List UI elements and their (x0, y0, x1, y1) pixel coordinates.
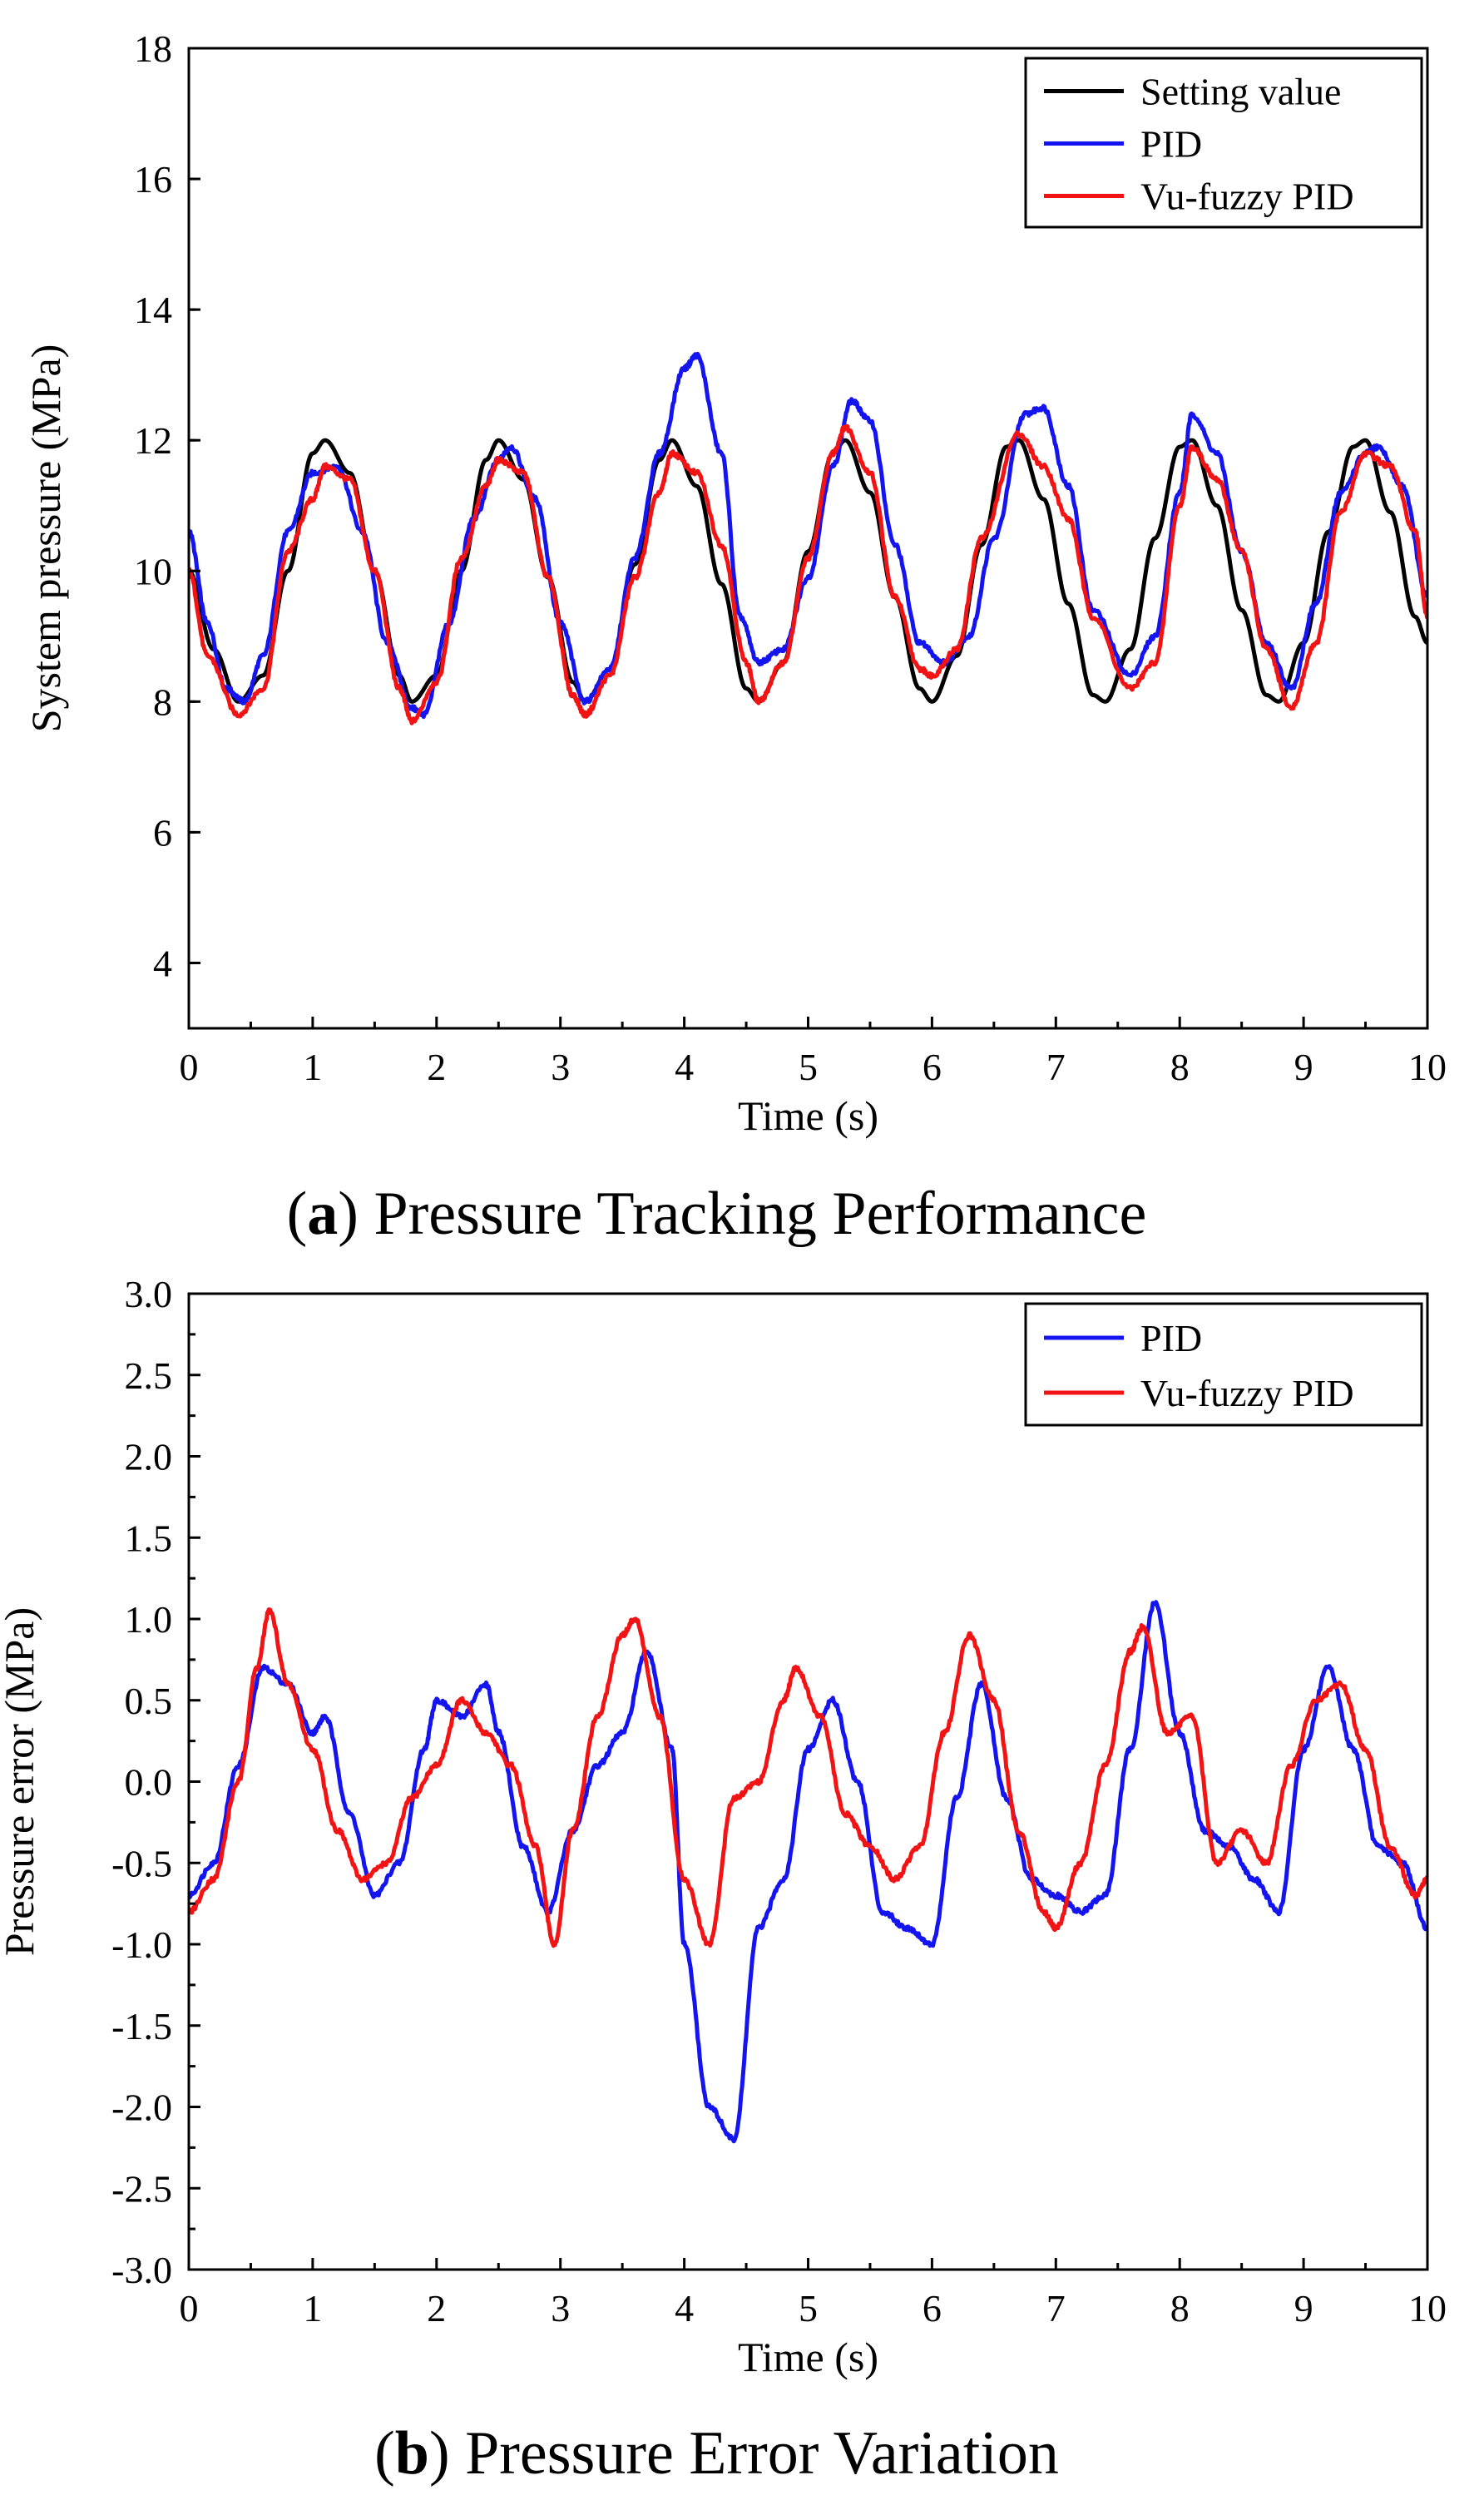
legend-label: Vu-fuzzy PID (1140, 1372, 1354, 1414)
x-tick-label: 8 (1170, 1046, 1190, 1088)
x-tick-label: 5 (799, 1046, 818, 1088)
series-line-vu-fuzzy-pid (189, 423, 1427, 725)
y-tick-label: 6 (153, 811, 172, 854)
y-tick-label: -2.0 (111, 2087, 172, 2129)
x-tick-label: 10 (1408, 2287, 1447, 2329)
legend-label: PID (1140, 123, 1202, 166)
y-axis-label: Pressure error (MPa) (0, 1607, 42, 1956)
x-tick-label: 8 (1170, 2287, 1190, 2329)
x-tick-label: 1 (303, 1046, 322, 1088)
legend-box (1024, 1302, 1423, 1427)
y-tick-label: -2.5 (111, 2167, 172, 2210)
legend: Setting value PID Vu-fuzzy PID (1024, 57, 1423, 229)
y-ticks: 4 6 8 10 12 14 16 18 (134, 27, 200, 984)
y-tick-label: 1.5 (125, 1517, 173, 1559)
legend-label: Vu-fuzzy PID (1140, 176, 1354, 218)
x-tick-label: 2 (427, 2287, 446, 2329)
y-tick-label: -1.0 (111, 1923, 172, 1966)
series-line-pid (189, 351, 1427, 720)
x-tick-label: 9 (1294, 2287, 1313, 2329)
x-tick-label: 7 (1046, 2287, 1066, 2329)
x-tick-label: 3 (551, 2287, 570, 2329)
x-tick-label: 7 (1046, 1046, 1066, 1088)
x-tick-label: 9 (1294, 1046, 1313, 1088)
y-axis-label: System pressure (MPa) (22, 344, 69, 733)
y-tick-label: 0.5 (125, 1680, 173, 1722)
y-tick-label: 10 (134, 550, 172, 592)
plot-area (189, 351, 1427, 725)
x-tick-label: 3 (551, 1046, 570, 1088)
y-tick-label: 2.0 (125, 1436, 173, 1478)
x-tick-label: 4 (675, 2287, 694, 2329)
y-tick-label: 1.0 (125, 1598, 173, 1641)
legend-label: PID (1140, 1317, 1202, 1359)
chart-b: 0 1 2 3 4 5 6 7 8 9 10 -3.0 -2.5 -2.0 -1.5 -1.0 -0.5 0.0 0… (0, 1273, 1447, 2488)
x-ticks: 0 1 2 3 4 5 6 7 8 9 10 (180, 2258, 1447, 2329)
y-tick-label: 3.0 (125, 1273, 173, 1315)
y-tick-label: -3.0 (111, 2249, 172, 2291)
y-tick-label: -0.5 (111, 1842, 172, 1884)
x-axis-label: Time (s) (738, 2334, 878, 2380)
y-ticks: -3.0 -2.5 -2.0 -1.5 -1.0 -0.5 0.0 0.5 1.0 1.5 2.0 2… (111, 1273, 200, 2291)
x-tick-label: 4 (675, 1046, 694, 1088)
legend: PID Vu-fuzzy PID (1024, 1302, 1423, 1427)
y-tick-label: 18 (134, 27, 172, 70)
legend-label: Setting value (1140, 71, 1341, 113)
y-tick-label: 0.0 (125, 1761, 173, 1804)
x-tick-label: 1 (303, 2287, 322, 2329)
series-line-vu-fuzzy-pid (189, 1607, 1427, 1948)
x-tick-label: 6 (923, 1046, 942, 1088)
plot-area (189, 1600, 1427, 2144)
figure-caption: (b) Pressure Error Variation (374, 2419, 1059, 2488)
y-tick-label: -1.5 (111, 2005, 172, 2047)
y-tick-label: 12 (134, 419, 172, 462)
x-tick-label: 2 (427, 1046, 446, 1088)
y-tick-label: 2.5 (125, 1354, 173, 1397)
figure-caption: (a) Pressure Tracking Performance (287, 1180, 1147, 1248)
x-tick-label: 6 (923, 2287, 942, 2329)
x-tick-label: 0 (180, 1046, 199, 1088)
x-axis-label: Time (s) (738, 1092, 878, 1139)
x-tick-label: 5 (799, 2287, 818, 2329)
y-tick-label: 16 (134, 158, 172, 200)
x-tick-label: 10 (1408, 1046, 1447, 1088)
y-tick-label: 4 (153, 942, 172, 984)
y-tick-label: 8 (153, 681, 172, 723)
x-tick-label: 0 (180, 2287, 199, 2329)
axes-frame (187, 1292, 1429, 2271)
y-tick-label: 14 (134, 289, 172, 331)
series-line-pid (189, 1600, 1427, 2144)
x-ticks: 0 1 2 3 4 5 6 7 8 9 10 (180, 1017, 1447, 1088)
